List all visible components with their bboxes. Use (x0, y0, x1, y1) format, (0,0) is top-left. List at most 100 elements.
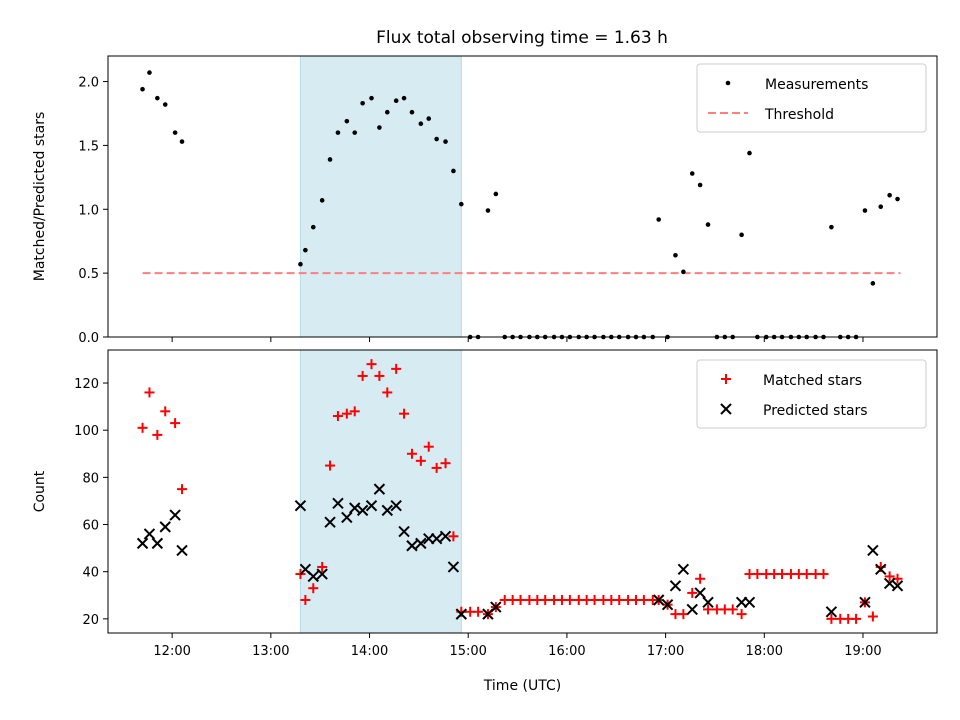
matched-point (382, 387, 393, 398)
cross-b (381, 504, 394, 517)
matched-point (564, 594, 575, 605)
top-legend: Measurements Threshold (696, 63, 927, 133)
x-tick-label: 12:00 (153, 644, 190, 659)
matched-point (300, 594, 311, 605)
cross-b (490, 601, 502, 613)
matched-point (374, 370, 385, 381)
cross-b (702, 596, 714, 609)
bottom-series (137, 359, 903, 624)
predicted-point (430, 532, 443, 545)
measurement-point (697, 182, 703, 188)
cross-b (169, 509, 181, 521)
matched-point (687, 587, 698, 598)
predicted-point (159, 521, 171, 533)
matched-point (678, 609, 689, 620)
matched-point (867, 611, 878, 622)
measurement-point (895, 196, 900, 202)
top-axes-frame (107, 55, 938, 338)
matched-point (884, 571, 895, 582)
matched-point (391, 363, 402, 374)
measurement-point (172, 130, 178, 135)
predicted-point (398, 525, 410, 538)
measurement-point (179, 139, 185, 144)
measurement-point (485, 208, 491, 213)
cross-b (743, 596, 756, 609)
cross-b (859, 596, 871, 609)
predicted-point (859, 596, 871, 609)
y-tick-label: 2.0 (78, 76, 99, 91)
matched-point (473, 606, 484, 617)
measurement-point (360, 100, 365, 106)
legend-matched-marker (721, 374, 731, 384)
matched-point (399, 408, 410, 419)
y-tick-label: 0.5 (78, 267, 99, 282)
cross-b (398, 525, 410, 538)
matched-point (423, 441, 434, 452)
matched-point (160, 406, 171, 417)
cross-b (176, 544, 188, 557)
measurement-point (887, 192, 892, 198)
x-tick-label: 13:00 (252, 644, 289, 659)
predicted-point (169, 509, 181, 521)
y-tick-label: 120 (74, 377, 99, 392)
matched-point (826, 613, 837, 624)
matched-point (736, 609, 747, 620)
matched-point (325, 460, 336, 471)
matched-point (540, 594, 551, 605)
measurement-point (384, 109, 390, 115)
predicted-point (490, 601, 502, 613)
measurement-point (310, 224, 316, 230)
cross-b (341, 511, 353, 524)
measurement-point (352, 130, 358, 135)
measurement-point (493, 191, 499, 197)
predicted-point (661, 598, 674, 611)
legend-threshold-label: Threshold (764, 107, 834, 123)
predicted-point (151, 537, 164, 550)
matched-point (366, 359, 377, 370)
cross-b (373, 483, 386, 495)
matched-point (448, 531, 459, 542)
x-tick-label: 17:00 (647, 644, 684, 659)
y-tick-label: 0.0 (78, 331, 99, 346)
measurement-point (303, 247, 308, 253)
measurement-point (689, 171, 695, 176)
cross-b (365, 499, 378, 512)
cross-b (332, 497, 344, 509)
bottom-legend-box (696, 359, 927, 429)
cross-b (891, 580, 904, 592)
cross-b (415, 537, 427, 550)
measurement-point (140, 86, 145, 92)
predicted-point (702, 596, 714, 609)
measurement-point (434, 136, 439, 142)
predicted-point (669, 580, 682, 592)
cross-b (447, 561, 460, 573)
cross-b (299, 563, 312, 576)
measurement-point (705, 222, 711, 227)
matched-point (144, 387, 155, 398)
cross-b (652, 594, 665, 606)
matched-point (440, 458, 451, 469)
measurement-point (426, 116, 432, 121)
top-series (140, 70, 900, 340)
matched-point (801, 569, 812, 580)
predicted-point (349, 502, 361, 514)
bottom-y-axis-label: Count (32, 470, 48, 512)
cross-b (883, 577, 896, 590)
measurement-point (443, 139, 448, 144)
cross-b (875, 563, 887, 576)
predicted-point (415, 537, 427, 550)
matched-point (357, 370, 368, 381)
y-tick-label: 1.0 (78, 203, 99, 218)
matched-point (703, 604, 714, 615)
predicted-point (439, 530, 452, 543)
predicted-point (455, 608, 468, 620)
predicted-point (136, 537, 149, 550)
y-tick-label: 100 (74, 424, 99, 439)
matched-point (332, 411, 343, 422)
matched-point (415, 455, 426, 466)
measurement-point (459, 201, 464, 207)
predicted-point (891, 580, 904, 592)
x-tick-label: 19:00 (844, 644, 881, 659)
measurement-point (418, 121, 424, 126)
